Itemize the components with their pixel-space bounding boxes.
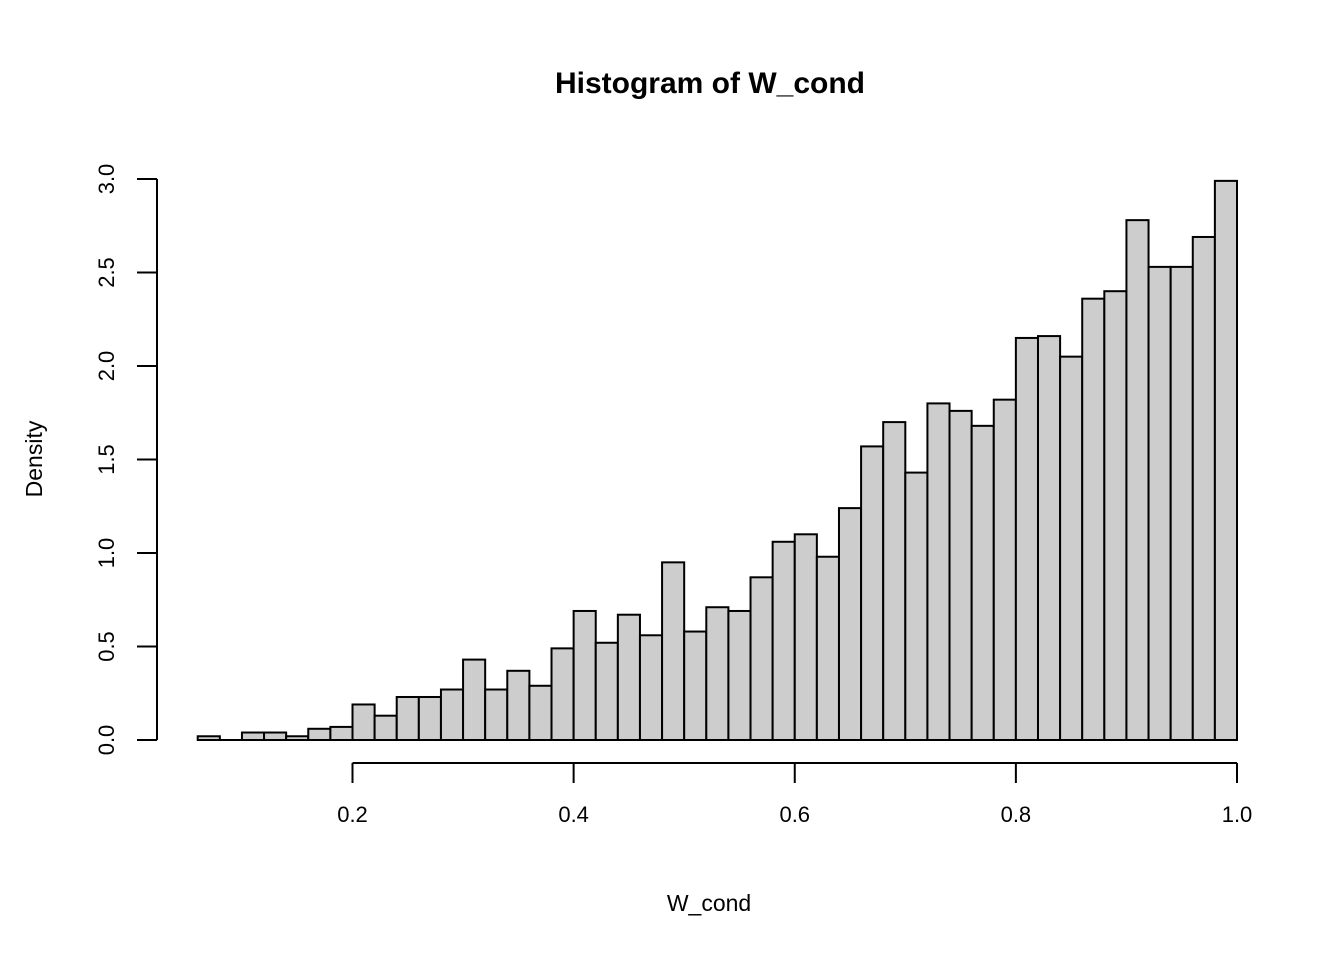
histogram-bar xyxy=(948,409,973,741)
histogram-bar xyxy=(705,606,730,741)
histogram-bar xyxy=(1103,290,1128,741)
y-tick-label: 2.5 xyxy=(94,257,119,288)
histogram-bar xyxy=(439,688,465,742)
histogram-bar xyxy=(1125,219,1150,741)
x-tick-label: 0.6 xyxy=(779,802,810,827)
histogram-bar xyxy=(683,630,708,741)
histogram-bar xyxy=(860,445,885,741)
histogram-bar xyxy=(572,609,597,741)
x-tick-label: 0.4 xyxy=(558,802,589,827)
histogram-bar xyxy=(1059,355,1084,741)
y-tick-label: 0.0 xyxy=(94,725,119,756)
histogram-bar xyxy=(815,555,840,741)
histogram-bar xyxy=(926,402,951,741)
histogram-bar xyxy=(1014,336,1039,741)
histogram-bar xyxy=(793,533,818,741)
histogram-bar xyxy=(992,398,1017,741)
chart-title: Histogram of W_cond xyxy=(555,67,865,100)
histogram-bar xyxy=(1036,335,1062,741)
histogram-bar xyxy=(351,703,376,741)
histogram-bar xyxy=(528,684,553,742)
histogram-bar xyxy=(837,507,863,741)
histogram-bar xyxy=(373,714,398,742)
histogram-bar xyxy=(329,725,354,741)
histogram-bar xyxy=(417,695,442,741)
histogram-bar xyxy=(771,540,796,742)
histogram-bar xyxy=(661,561,686,741)
histogram-bar xyxy=(395,695,420,741)
histogram-bar xyxy=(506,669,531,741)
x-tick-label: 1.0 xyxy=(1222,802,1253,827)
histogram-bars xyxy=(196,179,1238,742)
histogram-bar xyxy=(1169,265,1194,741)
histogram-bar xyxy=(904,471,929,741)
histogram-bar xyxy=(638,634,664,742)
histogram-bar xyxy=(1081,297,1106,741)
histogram-bar xyxy=(307,727,332,742)
tick-labels: 0.0 0.5 1.0 1.5 2.0 2.5 3.0 0.2 0.4 0.6 0.8 1.0 xyxy=(94,164,1252,827)
histogram-bar xyxy=(594,641,619,742)
y-tick-label: 0.5 xyxy=(94,631,119,662)
histogram-bar xyxy=(484,688,509,742)
y-tick-label: 1.0 xyxy=(94,538,119,569)
histogram-bar xyxy=(1213,179,1238,741)
histogram-bar xyxy=(882,421,907,741)
y-tick-label: 2.0 xyxy=(94,351,119,382)
histogram-bar xyxy=(616,613,641,742)
axes xyxy=(137,178,1238,783)
x-axis-label: W_cond xyxy=(667,890,751,916)
histogram-bar xyxy=(970,424,995,741)
histogram-bar xyxy=(749,576,774,741)
x-tick-label: 0.8 xyxy=(1001,802,1032,827)
y-axis-label: Density xyxy=(21,420,47,497)
y-tick-label: 3.0 xyxy=(94,164,119,195)
histogram-bar xyxy=(1191,235,1216,741)
y-tick-label: 1.5 xyxy=(94,444,119,475)
histogram-bar xyxy=(550,647,575,741)
histogram-bar xyxy=(240,731,266,742)
histogram-bar xyxy=(263,731,288,742)
histogram-bar xyxy=(1147,265,1172,741)
x-tick-label: 0.2 xyxy=(337,802,368,827)
histogram-bar xyxy=(727,609,752,741)
histogram-bar xyxy=(462,658,487,742)
